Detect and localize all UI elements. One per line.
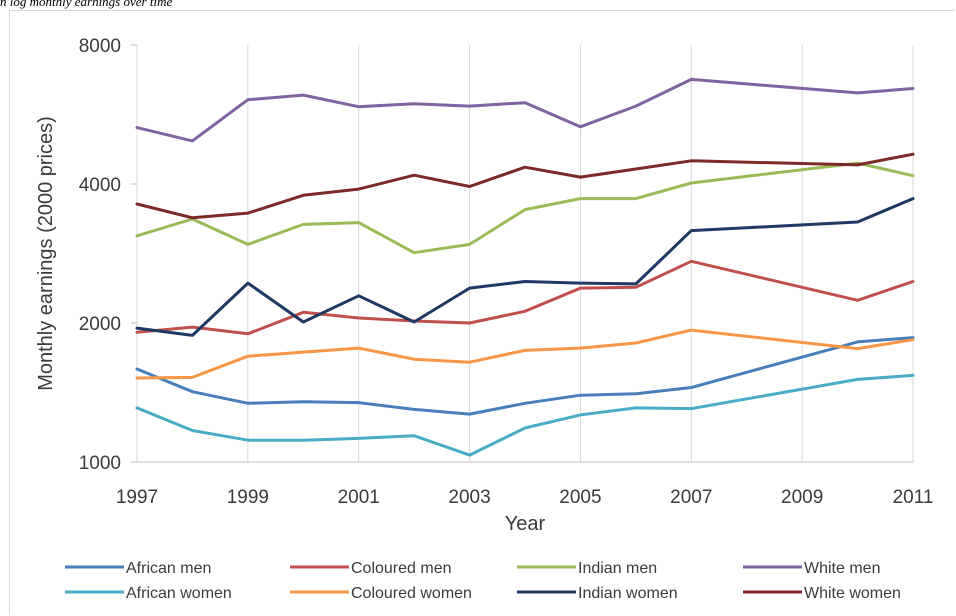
legend-label-indian-women: Indian women [578, 585, 678, 602]
legend-label-coloured-men: Coloured men [351, 560, 452, 577]
series-line-coloured-men [135, 259, 915, 336]
legend-label-african-men: African men [126, 560, 211, 577]
series-line-african-women [135, 373, 915, 457]
x-tick-label-1997: 1997 [116, 487, 158, 508]
x-tick-label-2007: 2007 [670, 487, 712, 508]
legend: African men Coloured men Indian men White m… [65, 560, 901, 602]
series-line-white-men [135, 77, 915, 143]
x-tick-label-2001: 2001 [338, 487, 380, 508]
y-axis-title: Monthly earnings (2000 prices) [35, 116, 57, 391]
x-tick-label-2003: 2003 [448, 487, 490, 508]
x-tick-label-2009: 2009 [781, 487, 823, 508]
legend-label-white-men: White men [804, 560, 880, 577]
legend-label-indian-men: Indian men [578, 560, 657, 577]
y-tick-label-2000: 2000 [79, 314, 121, 335]
series-line-indian-men [135, 161, 915, 255]
y-tick-label-4000: 4000 [79, 175, 121, 196]
series-line-indian-women [135, 197, 915, 337]
legend-label-coloured-women: Coloured women [351, 585, 472, 602]
x-tick-labels: 1997 1999 2001 2003 2005 2007 2009 2011 [116, 487, 934, 508]
x-tick-label-1999: 1999 [227, 487, 269, 508]
series-line-coloured-women [135, 328, 915, 380]
legend-label-white-women: White women [804, 585, 901, 602]
x-axis-title: Year [505, 513, 546, 535]
y-tick-labels: 1000 2000 4000 8000 [79, 36, 121, 474]
series-line-white-women [135, 152, 915, 220]
series-line-african-men [135, 336, 915, 416]
x-tick-label-2005: 2005 [559, 487, 601, 508]
grid-lines [131, 44, 914, 463]
x-tick-label-2011: 2011 [893, 487, 934, 508]
figure-caption: n log monthly earnings over time [0, 0, 173, 9]
y-tick-label-8000: 8000 [79, 36, 121, 57]
chart-frame [9, 10, 955, 615]
series-lines [135, 77, 915, 457]
legend-label-african-women: African women [126, 585, 232, 602]
y-tick-label-1000: 1000 [79, 453, 121, 474]
